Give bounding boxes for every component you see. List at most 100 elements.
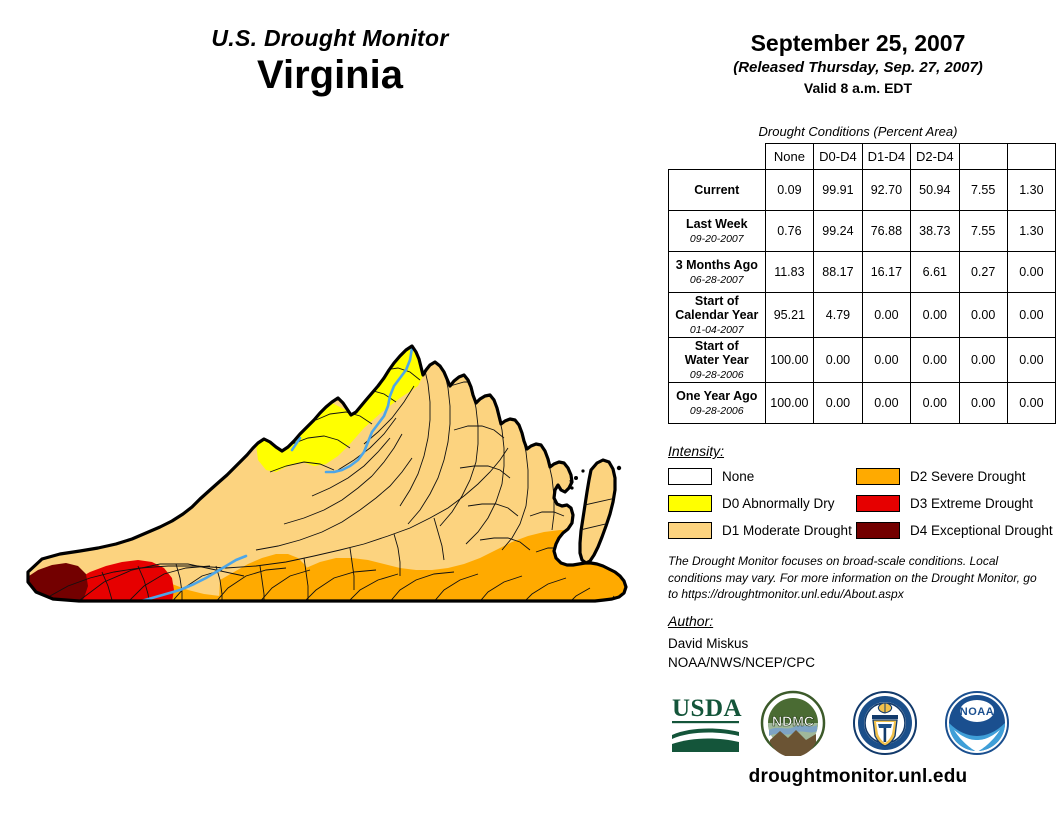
us-department-of-commerce-seal[interactable] [852,690,918,761]
d2-region-east [78,530,626,601]
row-label-date: 09-20-2007 [689,232,744,245]
intensity-heading: Intensity: [668,443,725,459]
swatch-d4-icon [856,522,900,539]
noaa-logo[interactable]: NOAA [944,690,1010,761]
table-body: Current 0.09 99.91 92.70 50.94 7.55 1.30… [668,169,1056,424]
table-row: Start of Calendar Year 01-04-2007 95.21 4… [668,292,1056,338]
row-label-text: Start of Calendar Year [675,293,759,323]
commerce-seal-icon [853,691,917,755]
d3-region [60,560,174,601]
author-heading: Author: [668,613,714,629]
d4-region [28,563,88,601]
cell-oneyear-none: 100.00 [764,382,815,424]
table-caption: Drought Conditions (Percent Area) [758,124,958,139]
row-label-3-months-ago: 3 Months Ago 06-28-2007 [668,251,766,293]
swatch-d2-icon [856,468,900,485]
cell-current-d1d4: 92.70 [861,169,912,211]
legend-item-d4: D4 Exceptional Drought [856,519,1053,542]
column-header-d2-d4: D2-D4 [910,143,960,170]
ndmc-logo-icon: NDMC [760,690,826,758]
usda-logo[interactable]: USDA [670,690,742,761]
cell-oneyear-d3d4: 0.00 [958,382,1008,424]
legend-column-left: None D0 Abnormally Dry D1 Moderate Droug… [668,465,852,546]
cell-calyear-d2d4: 0.00 [910,292,960,338]
valid-time: Valid 8 a.m. EDT [803,80,913,97]
noaa-logo-icon: NOAA [945,691,1009,755]
legend-label-d2: D2 Severe Drought [910,469,1026,484]
cell-wateryear-d4: 0.00 [1006,337,1056,383]
author-affiliation: NOAA/NWS/NCEP/CPC [668,655,816,671]
table-row: Last Week 09-20-2007 0.76 99.24 76.88 38… [668,210,1056,252]
cell-calyear-d3d4: 0.00 [958,292,1008,338]
legend-item-d0: D0 Abnormally Dry [668,492,852,515]
legend-column-right: D2 Severe Drought D3 Extreme Drought D4 … [856,465,1053,546]
legend-item-d1: D1 Moderate Drought [668,519,852,542]
column-header-d0-d4: D0-D4 [813,143,863,170]
drought-conditions-table: None D0-D4 D1-D4 D2-D4 D3-D4 D4 Current … [668,143,1056,424]
swatch-none-icon [668,468,712,485]
rivers [110,346,414,601]
column-header-d4: D4 [1006,143,1056,170]
cell-calyear-d4: 0.00 [1006,292,1056,338]
row-label-text: Current [694,182,740,197]
virginia-drought-map[interactable] [20,320,650,620]
cell-calyear-d0d4: 4.79 [813,292,863,338]
cell-3months-d1d4: 16.17 [861,251,912,293]
released-on: (Released Thursday, Sep. 27, 2007) [733,59,983,77]
disclaimer-text: The Drought Monitor focuses on broad-sca… [668,554,1037,602]
ndmc-logo[interactable]: NDMC [760,690,826,761]
cell-3months-none: 11.83 [764,251,815,293]
svg-text:NDMC: NDMC [772,713,814,729]
cell-current-d4: 1.30 [1006,169,1056,211]
cell-3months-d4: 0.00 [1006,251,1056,293]
row-label-text: One Year Ago [676,389,758,404]
swatch-d1-icon [668,522,712,539]
column-header-d1-d4: D1-D4 [861,143,912,170]
state-title: Virginia [257,53,403,98]
legend-label-d0: D0 Abnormally Dry [722,496,835,511]
row-label-text: Start of Water Year [684,338,749,368]
map-panel: U.S. Drought Monitor Virginia [0,26,660,620]
title-block: U.S. Drought Monitor Virginia [0,26,660,98]
cell-lastweek-d0d4: 99.24 [813,210,863,252]
cell-oneyear-d4: 0.00 [1006,382,1056,424]
date-block: September 25, 2007 (Released Thursday, S… [660,30,1056,96]
cell-lastweek-d3d4: 7.55 [958,210,1008,252]
author-name: David Miskus [668,636,749,651]
row-label-one-year-ago: One Year Ago 09-28-2006 [668,382,766,424]
eastern-shore-peninsula [578,458,617,565]
swatch-d3-icon [856,495,900,512]
site-url[interactable]: droughtmonitor.unl.edu [748,766,968,787]
row-label-start-of-water-year: Start of Water Year 09-28-2006 [668,337,766,383]
swatch-d0-icon [668,495,712,512]
row-label-date: 09-28-2006 [689,404,744,417]
info-panel: September 25, 2007 (Released Thursday, S… [660,0,1056,816]
state-outline [26,344,628,603]
county-boundaries [49,349,615,601]
cell-current-d3d4: 7.55 [958,169,1008,211]
row-label-text: Last Week [685,217,748,232]
row-label-last-week: Last Week 09-20-2007 [668,210,766,252]
map-svg [26,344,628,603]
logo-row: USDA NDMC [660,690,1056,762]
table-row: 3 Months Ago 06-28-2007 11.83 88.17 16.1… [668,251,1056,293]
cell-lastweek-none: 0.76 [764,210,815,252]
table-row: Start of Water Year 09-28-2006 100.00 0.0… [668,337,1056,383]
cell-current-d2d4: 50.94 [910,169,960,211]
offshore-islets [570,465,622,490]
row-label-text: 3 Months Ago [675,258,758,273]
column-header-none: None [764,143,815,170]
legend-label-d1: D1 Moderate Drought [722,523,852,538]
cell-current-none: 0.09 [764,169,815,211]
cell-wateryear-d2d4: 0.00 [910,337,960,383]
cell-calyear-d1d4: 0.00 [861,292,912,338]
cell-wateryear-d1d4: 0.00 [861,337,912,383]
table-row: Current 0.09 99.91 92.70 50.94 7.55 1.30 [668,169,1056,211]
table-header-row: None D0-D4 D1-D4 D2-D4 D3-D4 D4 [669,143,1056,170]
cell-oneyear-d0d4: 0.00 [813,382,863,424]
row-label-date: 01-04-2007 [689,323,744,336]
cell-oneyear-d1d4: 0.00 [861,382,912,424]
legend-label-d3: D3 Extreme Drought [910,496,1034,511]
author-block: David Miskus NOAA/NWS/NCEP/CPC [668,634,815,672]
svg-text:USDA: USDA [672,695,742,722]
